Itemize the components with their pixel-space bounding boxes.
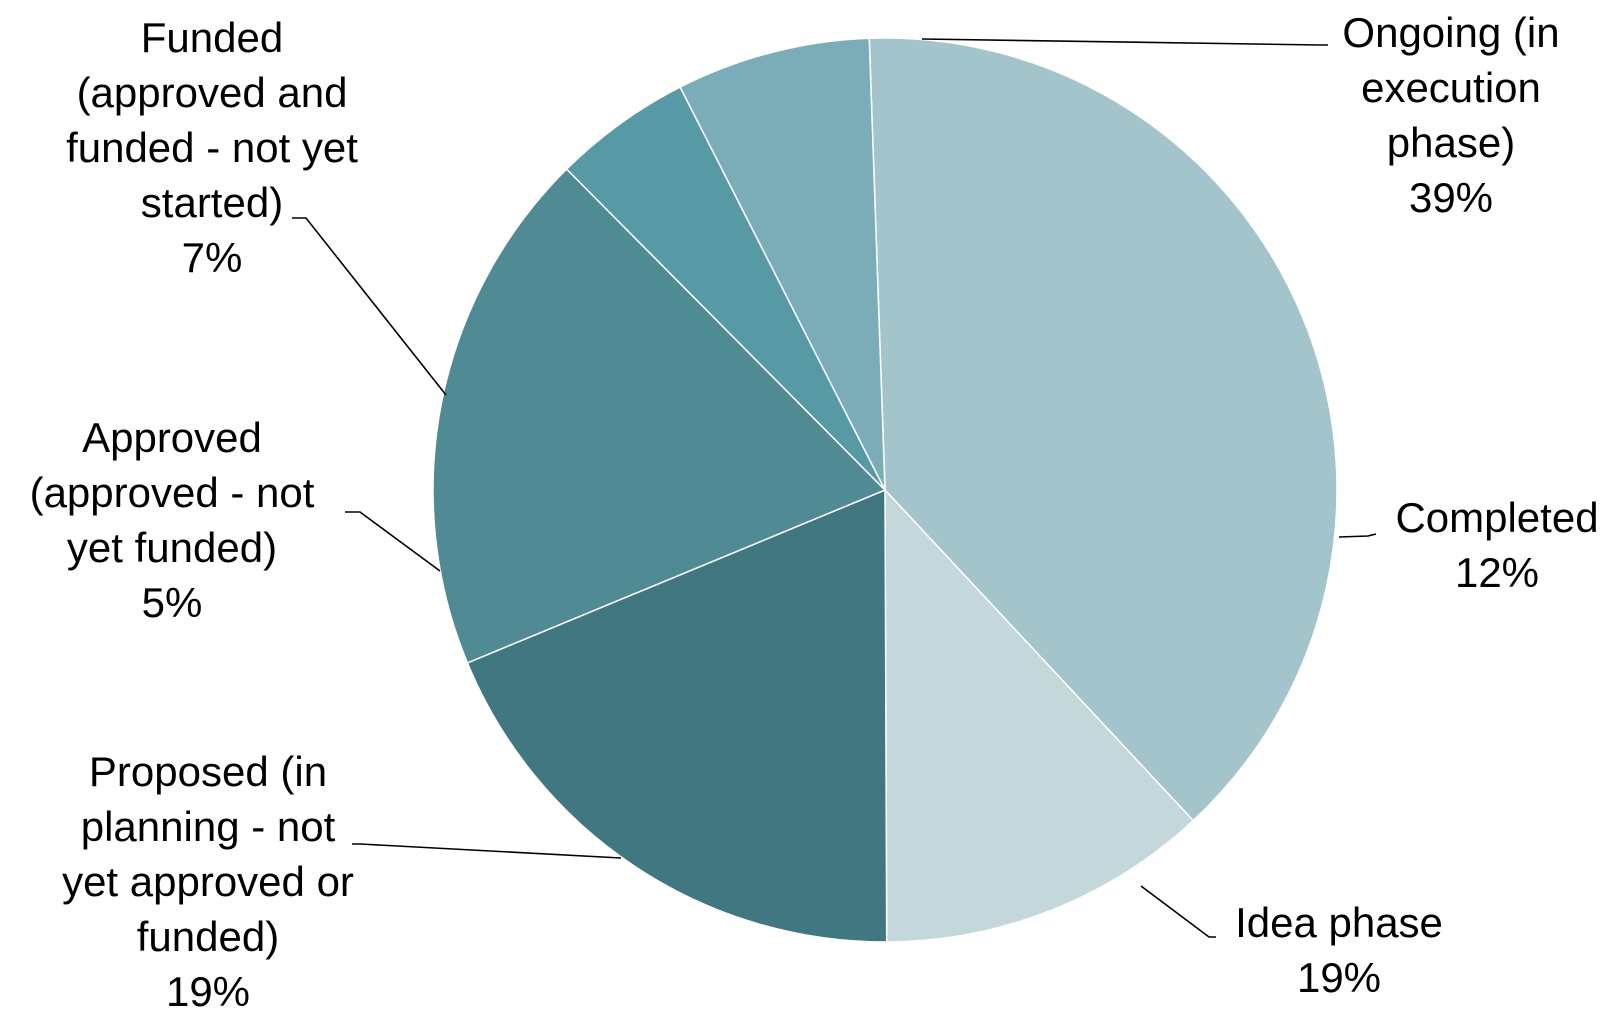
slice-name-line-approved: Approved <box>82 414 262 461</box>
slice-name-line-proposed: funded) <box>137 913 279 960</box>
slice-name-line-funded: funded - not yet <box>66 124 358 171</box>
leader-line-proposed <box>352 843 622 859</box>
slice-name-line-funded: started) <box>141 179 283 226</box>
slice-name-line-ongoing: phase) <box>1387 119 1515 166</box>
slice-name-line-approved: (approved - not <box>30 469 315 516</box>
slice-value-proposed: 19% <box>166 968 250 1010</box>
slice-label-funded: Funded (approved and funded - not yet start… <box>66 14 358 281</box>
pie-slices <box>432 37 1338 943</box>
slice-name-line-approved: yet funded) <box>67 524 277 571</box>
slice-name-line-completed: Completed <box>1395 494 1598 541</box>
pie-slice-ongoing <box>868 37 1338 822</box>
slice-labels: Ongoing (in execution phase) 39% Completed 12… <box>30 9 1599 1010</box>
slice-value-funded: 7% <box>182 234 243 281</box>
leader-line-ongoing <box>921 38 1328 46</box>
slice-value-idea-phase: 19% <box>1297 954 1381 1001</box>
pie-slice-completed <box>884 488 1195 943</box>
leader-line-completed <box>1338 533 1377 538</box>
slice-name-line-ongoing: Ongoing (in <box>1342 9 1559 56</box>
slice-value-approved: 5% <box>142 579 203 626</box>
slice-name-line-proposed: Proposed (in <box>89 748 327 795</box>
slice-label-idea-phase: Idea phase 19% <box>1235 899 1443 1001</box>
slice-name-line-funded: (approved and <box>77 69 348 116</box>
leader-lines <box>292 38 1377 938</box>
slice-label-approved: Approved (approved - not yet funded) 5% <box>30 414 315 626</box>
leader-line-approved <box>345 511 441 572</box>
slice-name-line-proposed: yet approved or <box>62 858 354 905</box>
slice-label-ongoing: Ongoing (in execution phase) 39% <box>1342 9 1559 221</box>
slice-label-proposed: Proposed (in planning - not yet approved o… <box>62 748 354 1010</box>
pie-slice-idea-phase <box>466 488 888 943</box>
slice-name-line-idea-phase: Idea phase <box>1235 899 1443 946</box>
slice-value-ongoing: 39% <box>1409 174 1493 221</box>
slice-name-line-proposed: planning - not <box>81 803 336 850</box>
pie-slice-proposed <box>432 168 887 664</box>
slice-name-line-ongoing: execution <box>1361 64 1541 111</box>
leader-line-idea-phase <box>1140 885 1216 938</box>
pie-slice-funded <box>679 37 886 491</box>
leader-line-funded <box>292 217 447 396</box>
slice-name-line-funded: Funded <box>141 14 283 61</box>
slice-value-completed: 12% <box>1455 549 1539 596</box>
slice-label-completed: Completed 12% <box>1395 494 1598 596</box>
